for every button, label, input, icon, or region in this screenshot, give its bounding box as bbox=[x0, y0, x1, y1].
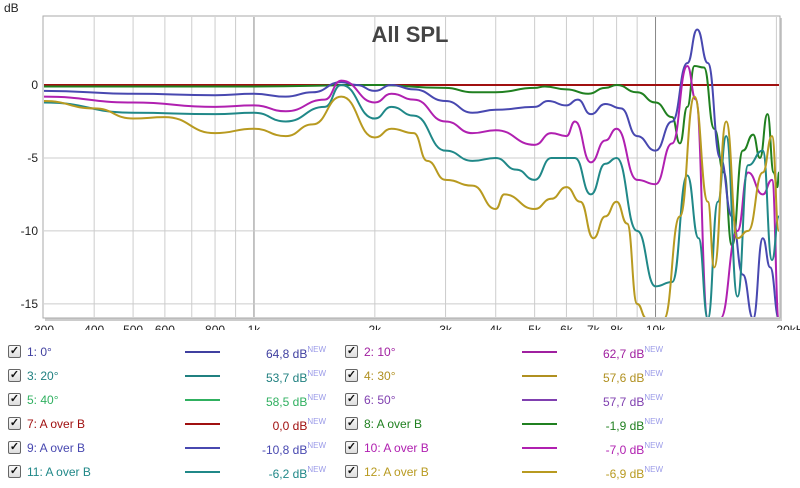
x-tick-label: 300 bbox=[34, 323, 54, 330]
legend-checkbox[interactable]: ✓ bbox=[345, 441, 358, 454]
new-badge: NEW bbox=[307, 465, 326, 474]
legend-swatch bbox=[522, 447, 557, 449]
legend-label: 4: 30° bbox=[364, 369, 396, 383]
legend-value: -10,8 dBNEW bbox=[261, 441, 326, 457]
legend-swatch bbox=[522, 351, 557, 353]
x-tick-label: 1k bbox=[248, 323, 262, 330]
legend-value: 57,6 dBNEW bbox=[602, 369, 663, 385]
legend-swatch bbox=[185, 351, 220, 353]
legend-label: 10: A over B bbox=[364, 441, 429, 455]
x-tick-label: 10k bbox=[646, 323, 666, 330]
legend-swatch bbox=[185, 399, 220, 401]
legend-value: 57,7 dBNEW bbox=[602, 393, 663, 409]
x-tick-label: 8k bbox=[610, 323, 624, 330]
legend-checkbox[interactable]: ✓ bbox=[8, 441, 21, 454]
x-tick-label: 6k bbox=[560, 323, 574, 330]
legend-swatch bbox=[522, 375, 557, 377]
new-badge: NEW bbox=[307, 441, 326, 450]
y-tick-label: -15 bbox=[21, 297, 39, 311]
legend-label: 6: 50° bbox=[364, 393, 396, 407]
new-badge: NEW bbox=[307, 417, 326, 426]
x-tick-label: 4k bbox=[489, 323, 503, 330]
x-tick-label: 5k bbox=[528, 323, 542, 330]
new-badge: NEW bbox=[644, 465, 663, 474]
legend-checkbox[interactable]: ✓ bbox=[345, 345, 358, 358]
legend-value: 62,7 dBNEW bbox=[602, 345, 663, 361]
legend-checkbox[interactable]: ✓ bbox=[345, 393, 358, 406]
legend-label: 9: A over B bbox=[27, 441, 86, 455]
legend-value: -1,9 dBNEW bbox=[605, 417, 663, 433]
series-line-6 bbox=[44, 95, 779, 317]
legend-checkbox[interactable]: ✓ bbox=[345, 465, 358, 478]
legend-value: 53,7 dBNEW bbox=[265, 369, 326, 385]
legend-label: 11: A over B bbox=[27, 465, 91, 479]
series-line-2 bbox=[44, 65, 779, 247]
legend-swatch bbox=[185, 423, 220, 425]
x-tick-label: 600 bbox=[155, 323, 175, 330]
new-badge: NEW bbox=[307, 345, 326, 354]
y-tick-label: 0 bbox=[31, 78, 38, 92]
chart-title: All SPL bbox=[371, 22, 448, 47]
legend-value: 64,8 dBNEW bbox=[265, 345, 326, 361]
series-line-5 bbox=[44, 83, 779, 317]
series-line-3 bbox=[44, 28, 779, 317]
x-tick-label: 800 bbox=[205, 323, 225, 330]
legend-swatch bbox=[185, 471, 220, 473]
legend-checkbox[interactable]: ✓ bbox=[8, 465, 21, 478]
legend-swatch bbox=[185, 375, 220, 377]
legend-checkbox[interactable]: ✓ bbox=[345, 417, 358, 430]
legend-label: 12: A over B bbox=[364, 465, 429, 479]
plot-area bbox=[42, 15, 781, 319]
x-tick-label: 2k bbox=[369, 323, 383, 330]
x-tick-label: 20kHz bbox=[776, 323, 800, 330]
legend-value: -6,2 dBNEW bbox=[268, 465, 326, 481]
legend-checkbox[interactable]: ✓ bbox=[8, 417, 21, 430]
legend-swatch bbox=[185, 447, 220, 449]
new-badge: NEW bbox=[644, 441, 663, 450]
legend-swatch bbox=[522, 423, 557, 425]
new-badge: NEW bbox=[644, 345, 663, 354]
y-axis-unit: dB bbox=[4, 1, 19, 15]
legend-swatch bbox=[522, 399, 557, 401]
new-badge: NEW bbox=[644, 369, 663, 378]
spl-chart: 300 400 500 600 800 1k 2k 3k 4k 5k 6k 7k 8k 10k 20kHz 0… bbox=[4, 1, 800, 330]
new-badge: NEW bbox=[307, 369, 326, 378]
new-badge: NEW bbox=[644, 417, 663, 426]
series-line-4 bbox=[44, 65, 779, 317]
legend-value: -7,0 dBNEW bbox=[605, 441, 663, 457]
legend-checkbox[interactable]: ✓ bbox=[8, 393, 21, 406]
new-badge: NEW bbox=[644, 393, 663, 402]
x-tick-label: 500 bbox=[123, 323, 143, 330]
x-tick-label: 7k bbox=[587, 323, 601, 330]
legend-label: 2: 10° bbox=[364, 345, 396, 359]
legend-label: 7: A over B bbox=[27, 417, 86, 431]
legend-checkbox[interactable]: ✓ bbox=[8, 369, 21, 382]
legend-checkbox[interactable]: ✓ bbox=[8, 345, 21, 358]
x-tick-label: 3k bbox=[439, 323, 453, 330]
legend-checkbox[interactable]: ✓ bbox=[345, 369, 358, 382]
legend-label: 1: 0° bbox=[27, 345, 52, 359]
legend-label: 5: 40° bbox=[27, 393, 59, 407]
legend-label: 3: 20° bbox=[27, 369, 59, 383]
y-tick-label: -5 bbox=[27, 151, 38, 165]
legend-value: 0,0 dBNEW bbox=[272, 417, 326, 433]
legend-value: 58,5 dBNEW bbox=[265, 393, 326, 409]
x-tick-label: 400 bbox=[84, 323, 104, 330]
new-badge: NEW bbox=[307, 393, 326, 402]
legend-value: -6,9 dBNEW bbox=[605, 465, 663, 481]
legend-label: 8: A over B bbox=[364, 417, 423, 431]
y-tick-label: -10 bbox=[21, 224, 39, 238]
legend-swatch bbox=[522, 471, 557, 473]
